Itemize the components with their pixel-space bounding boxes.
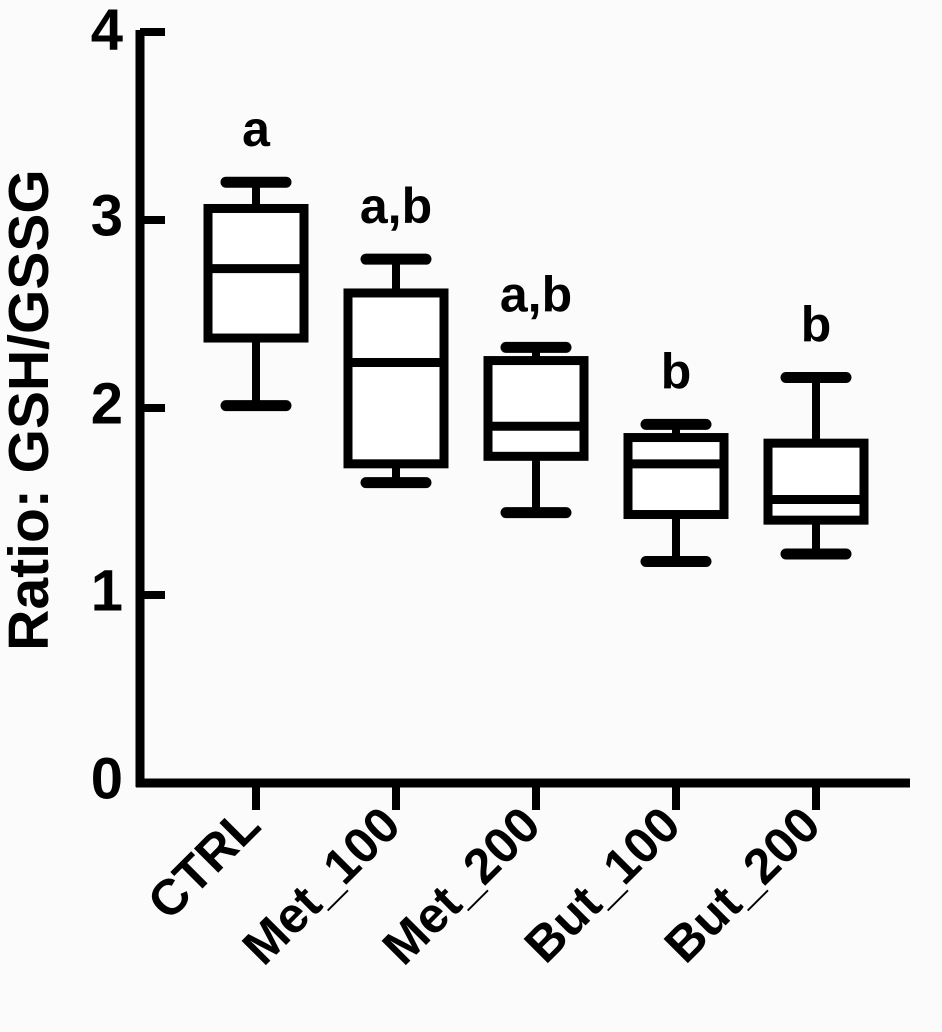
box-group-but-200 [763, 371, 869, 560]
box-group-but-100 [623, 418, 729, 567]
x-tick-label-met-200: Met_200 [372, 796, 551, 975]
y-tick-label-3: 3 [91, 183, 123, 248]
box-body-ctrl [203, 203, 309, 343]
x-tick-label-but-100: But_100 [514, 796, 691, 973]
significance-label-met-200: a,b [500, 266, 572, 322]
box-group-met-200 [483, 341, 589, 519]
y-axis-title: Ratio: GSH/GSSG [0, 169, 61, 650]
x-tick-label-ctrl: CTRL [137, 796, 271, 930]
significance-label-but-200: b [801, 296, 832, 352]
box-group-ctrl [203, 176, 309, 412]
significance-label-but-100: b [661, 343, 692, 399]
box-group-met-100 [343, 253, 449, 489]
box-body-but-200 [763, 438, 869, 525]
box-body-met-100 [343, 288, 449, 469]
significance-label-met-100: a,b [360, 178, 432, 234]
y-tick-label-2: 2 [91, 371, 123, 436]
y-tick-label-0: 0 [91, 746, 123, 811]
box-body-but-100 [623, 433, 729, 520]
x-tick-label-but-200: But_200 [654, 796, 831, 973]
y-tick-label-1: 1 [91, 558, 123, 623]
box-body-met-200 [483, 356, 589, 461]
significance-label-ctrl: a [242, 101, 271, 157]
y-tick-label-4: 4 [91, 0, 123, 62]
